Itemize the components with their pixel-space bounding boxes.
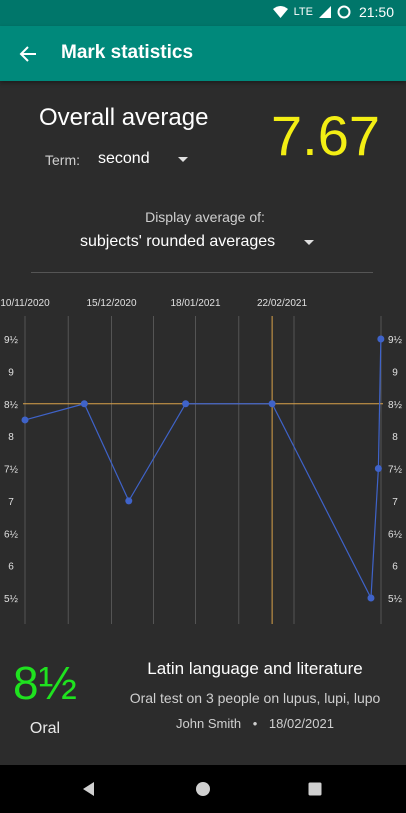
square-recents-icon[interactable]: [303, 777, 327, 801]
teacher-name: John Smith: [176, 716, 242, 731]
selected-mark-type: Oral: [29, 720, 61, 737]
gridlines: [24, 316, 382, 624]
circle-home-icon[interactable]: [191, 777, 215, 801]
marks-chart-svg[interactable]: 10/11/2020 15/12/2020 18/01/2021 22/02/2021…: [0, 290, 406, 630]
y-tick-label-right: 6½: [388, 529, 403, 540]
data-point: [367, 594, 375, 602]
selected-mark-value: 8½: [13, 657, 77, 709]
data-point: [377, 335, 385, 343]
selected-mark-meta: John Smith • 18/02/2021: [110, 716, 400, 731]
wifi-icon: [272, 6, 288, 18]
y-tick-label-left: 8½: [4, 400, 19, 411]
y-tick-label-right: 7½: [388, 465, 403, 476]
overall-average-value: 7.67: [271, 104, 380, 167]
selected-mark-subject: Latin language and literature: [147, 659, 363, 678]
data-point: [125, 497, 133, 505]
term-dropdown[interactable]: second: [98, 150, 198, 172]
overall-average-title: Overall average: [39, 104, 209, 131]
battery-icon: [337, 5, 351, 19]
y-tick-label-left: 9: [8, 367, 14, 378]
y-tick-label-right: 5½: [388, 594, 403, 605]
status-bar: LTE 21:50: [0, 0, 406, 26]
y-tick-label-left: 7½: [4, 465, 19, 476]
y-tick-label-left: 6½: [4, 529, 19, 540]
y-tick-label-right: 9: [392, 367, 398, 378]
y-tick-label-left: 5½: [4, 594, 19, 605]
data-point: [80, 400, 88, 408]
triangle-back-icon[interactable]: [77, 777, 101, 801]
term-dropdown-value: second: [98, 150, 150, 167]
page-title: Mark statistics: [61, 42, 194, 63]
data-point: [374, 465, 382, 472]
selected-mark-description: Oral test on 3 people on lupus, lupi, lu…: [129, 690, 381, 706]
y-tick-label-right: 8: [392, 432, 398, 443]
chevron-down-icon: [304, 240, 314, 245]
x-tick-label: 10/11/2020: [0, 298, 50, 309]
term-label: Term:: [45, 152, 80, 168]
y-tick-label-right: 9½: [388, 335, 403, 346]
clock: 21:50: [358, 4, 394, 20]
x-tick-label: 18/01/2021: [170, 298, 220, 309]
separator: •: [252, 716, 258, 731]
data-point: [182, 400, 190, 408]
display-average-label: Display average of:: [145, 209, 265, 225]
navigation-bar: [0, 765, 406, 813]
divider: [31, 272, 373, 273]
y-tick-label-left: 9½: [4, 335, 19, 346]
mark-date: 18/02/2021: [268, 716, 334, 731]
y-tick-label-right: 7: [392, 497, 398, 508]
data-point: [268, 400, 276, 408]
y-tick-label-left: 8: [8, 432, 14, 443]
network-type: LTE: [293, 6, 313, 18]
signal-icon: [318, 6, 331, 18]
y-tick-label-right: 6: [392, 562, 398, 573]
average-type-value: subjects' rounded averages: [80, 233, 276, 250]
marks-chart[interactable]: 10/11/2020 15/12/2020 18/01/2021 22/02/2021…: [0, 290, 406, 630]
x-tick-label: 15/12/2020: [86, 298, 136, 309]
x-tick-label: 22/02/2021: [257, 298, 307, 309]
app-bar: Mark statistics: [0, 26, 406, 81]
arrow-left-icon[interactable]: [14, 40, 42, 68]
y-tick-label-right: 8½: [388, 400, 403, 411]
y-tick-label-left: 7: [8, 497, 14, 508]
chevron-down-icon: [178, 157, 188, 162]
y-tick-label-left: 6: [8, 562, 14, 573]
average-type-dropdown[interactable]: subjects' rounded averages: [80, 233, 320, 255]
data-point: [21, 416, 29, 424]
series-line: [24, 338, 382, 601]
